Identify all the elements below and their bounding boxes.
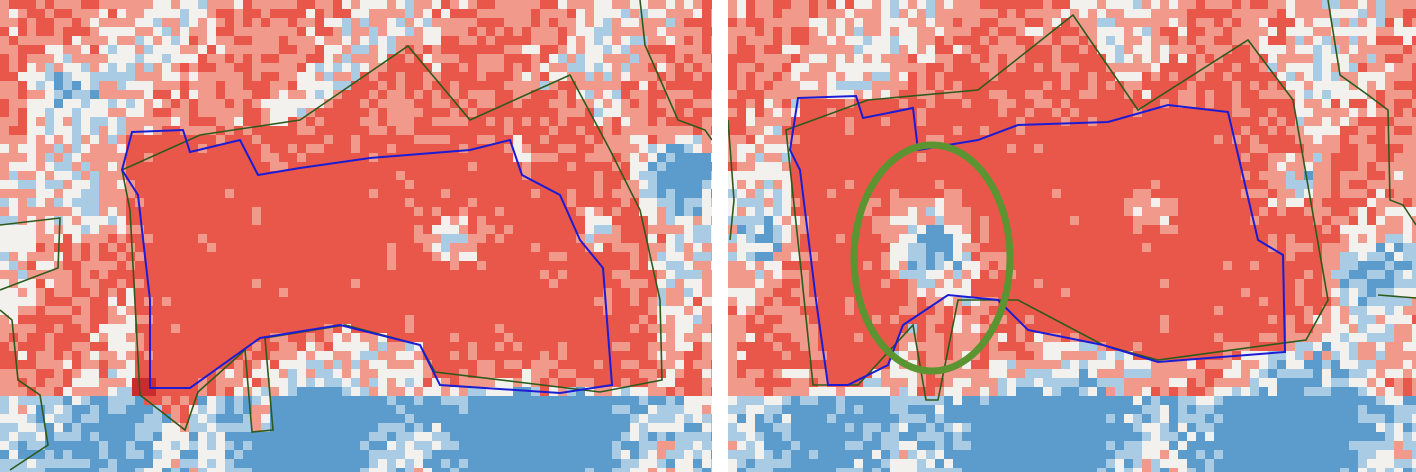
heatmap-cells xyxy=(728,0,1416,472)
green-boundary-outline xyxy=(0,309,49,471)
blue-boundary-outline xyxy=(120,128,614,395)
green-boundary-outline xyxy=(121,44,663,433)
map-panel-right xyxy=(728,0,1416,472)
map-panel-left xyxy=(0,0,712,472)
green-boundary-outline xyxy=(1327,0,1416,226)
panel-divider xyxy=(712,0,728,472)
heatmap-left xyxy=(0,0,712,472)
green-boundary-outline xyxy=(639,0,712,141)
heatmap-right xyxy=(728,0,1416,472)
green-boundary-outline xyxy=(1377,294,1416,299)
green-boundary-outline xyxy=(0,217,61,291)
heatmap-cells xyxy=(0,0,712,472)
green-boundary-outline xyxy=(728,119,735,241)
highlight-ellipse xyxy=(850,141,1014,375)
